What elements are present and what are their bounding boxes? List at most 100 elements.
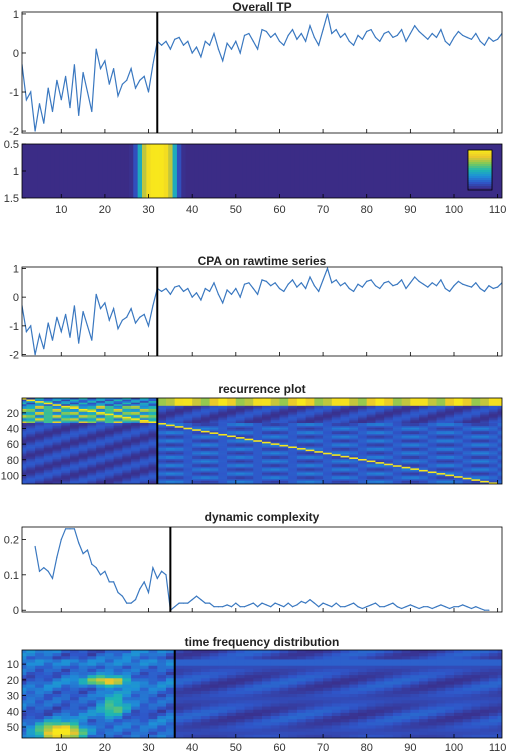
rp-cell	[61, 465, 71, 468]
rp-cell	[122, 455, 132, 458]
tf-cell	[113, 675, 123, 679]
rp-cell	[183, 419, 193, 422]
rp-cell	[462, 476, 472, 479]
rp-cell	[349, 441, 359, 444]
rp-cell	[296, 405, 307, 408]
rp-cell	[445, 404, 455, 407]
rp-cell	[174, 479, 184, 482]
tf-cell	[227, 722, 237, 726]
data-point	[344, 282, 346, 284]
rp-cell	[253, 432, 263, 435]
rp-cell	[497, 446, 502, 449]
tf-cell	[218, 690, 228, 695]
tf-cell	[323, 728, 333, 733]
rp-cell	[166, 465, 176, 468]
data-point	[56, 556, 58, 558]
rp-cell	[419, 482, 429, 484]
rp-cell	[454, 426, 464, 429]
rp-cell	[488, 432, 499, 435]
tf-cell	[331, 690, 342, 695]
tf-cell	[227, 709, 237, 714]
rp-cell	[131, 437, 141, 440]
data-point	[43, 348, 45, 350]
rp-cell	[454, 407, 464, 410]
tf-cell	[244, 656, 254, 660]
data-point	[147, 325, 150, 327]
rp-cell	[401, 465, 411, 468]
rp-cell	[331, 416, 342, 419]
rp-cell	[436, 413, 446, 416]
y-tick-label: -1	[9, 321, 19, 333]
tf-cell	[157, 725, 167, 730]
tf-cell	[253, 665, 263, 670]
rp-cell	[131, 482, 141, 484]
heat-cell	[216, 144, 222, 198]
rp-cell	[70, 419, 80, 422]
rp-cell	[200, 407, 211, 410]
heat-cell	[281, 144, 287, 198]
rp-cell	[104, 416, 115, 419]
rp-cell	[366, 416, 376, 419]
tf-cell	[61, 719, 71, 723]
rp-cell	[87, 443, 97, 446]
rp-cell	[35, 430, 45, 433]
rp-cell	[61, 451, 71, 454]
rp-cell	[26, 424, 36, 427]
tf-cell	[104, 650, 115, 654]
rp-cell	[358, 419, 368, 422]
tf-cell	[70, 653, 80, 657]
data-point	[392, 36, 394, 39]
data-point	[252, 40, 254, 42]
rp-cell	[35, 437, 45, 440]
rp-cell	[427, 466, 438, 469]
rp-cell	[305, 415, 315, 418]
rp-cell	[35, 444, 45, 447]
heat-cell	[251, 144, 257, 198]
rp-cell	[113, 471, 123, 474]
rp-cell	[296, 458, 307, 462]
tf-cell	[358, 656, 368, 660]
tf-cell	[227, 734, 237, 738]
rp-cell	[358, 398, 368, 401]
tf-cell	[96, 700, 106, 704]
rp-cell	[497, 429, 502, 432]
rp-cell	[497, 435, 502, 438]
tf-cell	[87, 709, 97, 714]
rp-cell	[192, 452, 202, 455]
rp-cell	[148, 437, 158, 440]
rp-cell	[183, 458, 193, 462]
rp-cell	[139, 408, 150, 412]
rp-cell	[192, 399, 202, 402]
rp-cell	[200, 430, 211, 433]
rp-cell	[454, 413, 464, 416]
tf-cell	[296, 703, 307, 708]
rp-cell	[488, 476, 499, 479]
rp-cell	[488, 462, 499, 465]
rp-cell	[148, 449, 158, 452]
rp-cell	[96, 429, 106, 432]
rp-cell	[462, 443, 472, 446]
rp-cell	[340, 407, 350, 410]
rp-cell	[340, 451, 350, 454]
rp-cell	[314, 451, 324, 454]
tf-cell	[148, 668, 158, 673]
rp-cell	[192, 418, 202, 421]
rp-cell	[305, 444, 315, 447]
rp-cell	[427, 410, 438, 413]
rp-cell	[375, 443, 385, 446]
rp-cell	[270, 407, 280, 410]
rp-cell	[157, 405, 167, 408]
tf-cell	[104, 706, 115, 711]
rp-cell	[323, 402, 333, 405]
rp-cell	[462, 452, 472, 455]
rp-cell	[384, 468, 394, 471]
rp-cell	[253, 427, 263, 430]
rp-cell	[78, 466, 88, 469]
data-point	[91, 563, 93, 565]
tf-cell	[253, 694, 263, 698]
rp-cell	[52, 440, 62, 443]
tf-cell	[340, 703, 350, 708]
tf-cell	[122, 687, 132, 692]
rp-cell	[462, 402, 472, 405]
rp-cell	[262, 398, 272, 401]
